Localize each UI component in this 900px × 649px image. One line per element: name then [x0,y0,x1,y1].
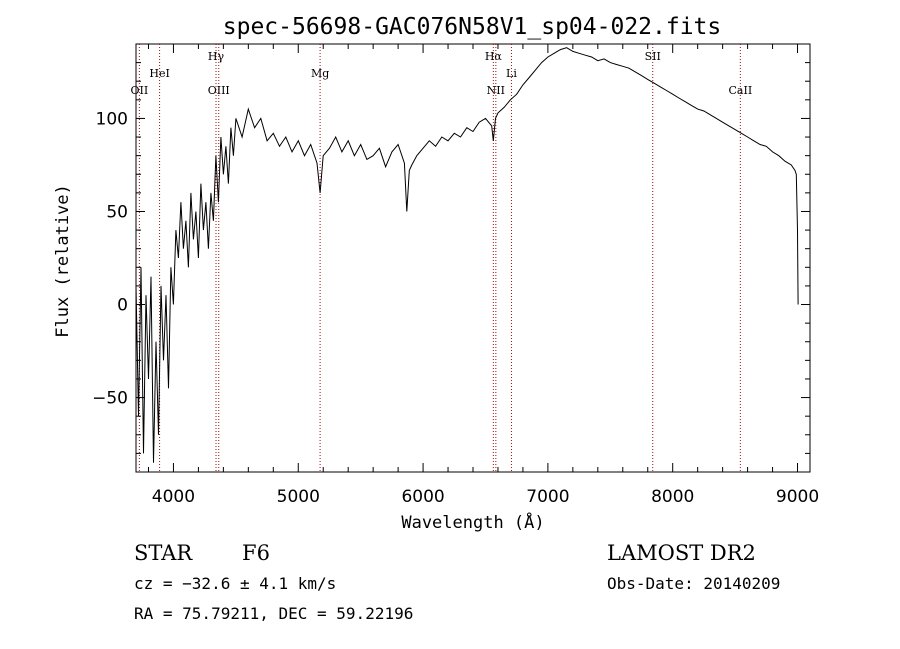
y-tick-label: 50 [106,202,128,222]
x-axis-label: Wavelength (Å) [401,511,544,533]
sky-coordinates: RA = 75.79211, DEC = 59.22196 [134,604,413,623]
y-tick-label: −50 [92,389,128,409]
x-tick-label: 5000 [277,487,320,507]
x-tick-label: 9000 [776,487,819,507]
x-tick-label: 6000 [401,487,444,507]
spectrum-line [135,47,799,463]
survey-name: LAMOST DR2 [607,541,756,565]
line-marker-label: HeI [149,67,169,80]
line-marker-label: CaII [729,84,753,97]
y-axis-label: Flux (relative) [53,184,73,338]
y-tick-label: 0 [117,296,128,316]
plot-frame [135,43,811,473]
object-class: STAR [134,541,193,565]
object-subclass: F6 [242,541,270,565]
x-tick-label: 8000 [651,487,694,507]
line-marker-label: OIII [208,84,230,97]
x-tick-label: 4000 [152,487,195,507]
line-marker-label: Li [506,67,517,80]
line-marker-label: Hγ [208,50,225,63]
chart-title: spec-56698-GAC076N58V1_sp04-022.fits [223,14,722,40]
line-marker-label: Hα [485,50,503,63]
line-marker-label: SII [645,50,661,63]
y-tick-label: 100 [96,109,128,129]
redshift-velocity: cz = −32.6 ± 4.1 km/s [134,574,336,593]
line-marker-label: Mg [311,67,329,80]
line-marker-label: OII [131,84,149,97]
line-marker-label: NII [487,84,505,97]
x-tick-label: 7000 [526,487,569,507]
observation-date: Obs-Date: 20140209 [607,574,780,593]
axis-ticks: 4000 5000 6000 7000 8000 9000 −50 0 50 100 [92,44,819,507]
